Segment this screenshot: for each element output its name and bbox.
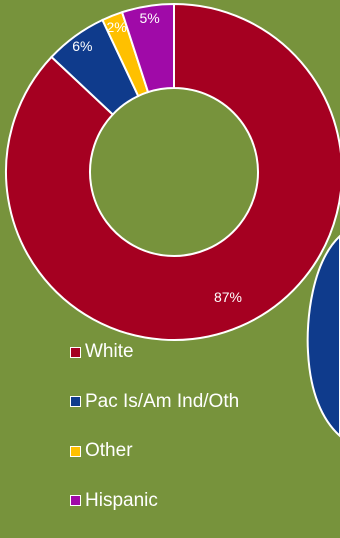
legend-swatch-other <box>70 445 81 457</box>
slice-label-hispanic: 5% <box>139 10 159 26</box>
legend-label-white: White <box>85 341 134 362</box>
legend-swatch-white <box>70 346 81 358</box>
legend-swatch-hispanic <box>70 495 81 506</box>
legend-item-hispanic: Hispanic <box>70 489 239 513</box>
slice-labels: 87% 6% 2% 5% <box>72 10 242 305</box>
legend-label-hispanic: Hispanic <box>85 489 158 511</box>
slice-label-pac-is: 6% <box>72 38 92 54</box>
legend-item-white: White <box>70 340 239 364</box>
legend-item-other: Other <box>70 439 239 463</box>
second-chart-partial <box>306 234 340 438</box>
legend-label-pac-is: Pac Is/Am Ind/Oth <box>85 390 240 412</box>
legend-label-other: Other <box>85 440 133 461</box>
chart-legend: White Pac Is/Am Ind/Oth Other Hispanic <box>70 340 239 538</box>
donut-slices <box>5 2 340 341</box>
slice-label-other: 2% <box>106 19 126 35</box>
slice-white <box>5 2 340 341</box>
slice-label-white: 87% <box>214 289 242 305</box>
legend-swatch-pac-is <box>70 396 81 407</box>
legend-item-pac-is: Pac Is/Am Ind/Oth <box>70 390 239 414</box>
slice-hispanic <box>120 2 175 94</box>
donut-chart: 87% 6% 2% 5% <box>5 2 340 438</box>
